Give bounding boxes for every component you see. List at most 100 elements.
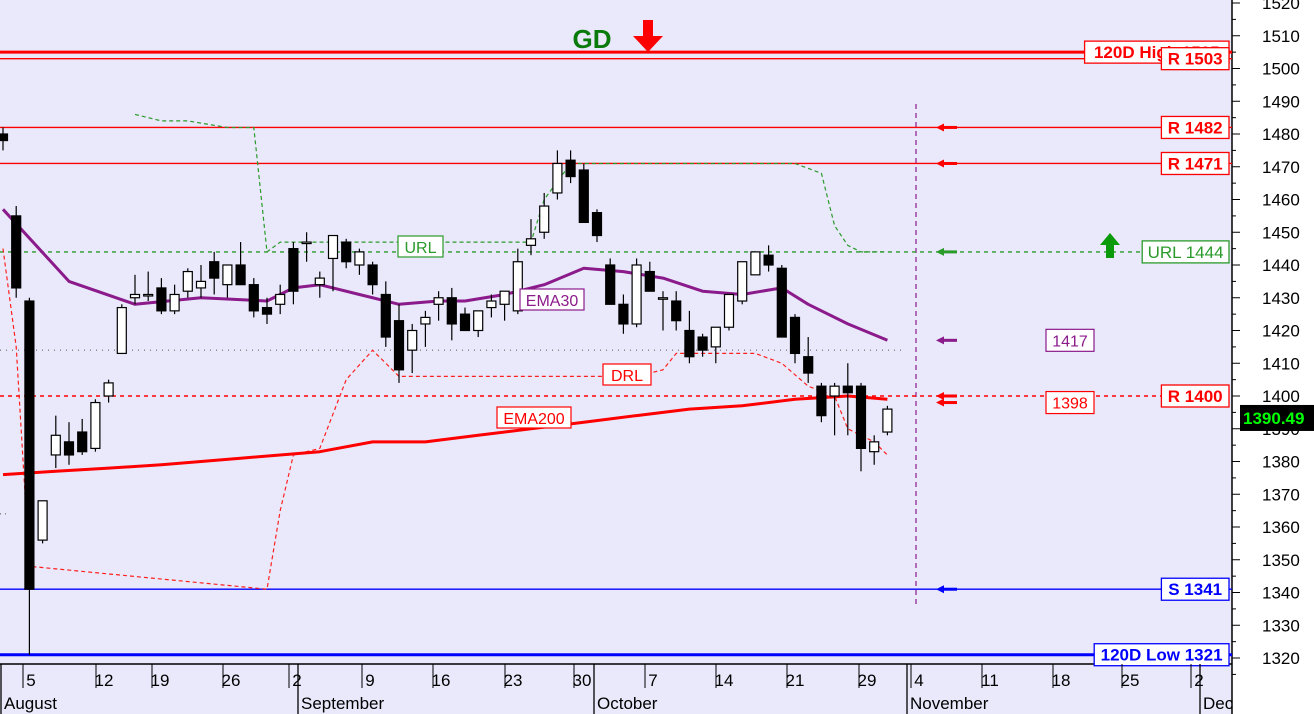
candle-body-up — [327, 234, 339, 260]
series-label: EMA30 — [526, 293, 579, 310]
month-label: Dec — [1203, 694, 1234, 713]
candle — [24, 297, 35, 655]
level-label: S 1341 — [1168, 580, 1222, 599]
candle — [0, 127, 9, 151]
candle-body-up — [407, 329, 418, 351]
y-tick-label: 1350 — [1262, 551, 1300, 570]
left-arrow-icon — [936, 123, 944, 132]
level-label-box — [1160, 577, 1230, 601]
candle-body-down — [855, 385, 867, 449]
candle-body-down — [697, 336, 708, 351]
candle-body-down — [565, 159, 576, 178]
candle-body-up — [631, 264, 642, 325]
candle — [499, 290, 510, 321]
left-arrow-icon — [943, 401, 957, 405]
candle-body-up — [354, 251, 365, 266]
candle — [565, 150, 576, 184]
candle — [275, 284, 286, 315]
y-tick-label: 1420 — [1262, 322, 1300, 341]
candle-body-up — [420, 316, 431, 325]
candle — [591, 209, 603, 243]
candle-body-up — [143, 293, 154, 297]
level-label-box — [1093, 643, 1230, 667]
candle-body-up — [882, 408, 893, 433]
left-arrow-icon — [936, 398, 944, 407]
candle — [327, 234, 339, 292]
level-label-box — [1141, 240, 1230, 264]
candle-body-down — [446, 297, 457, 325]
candle-body-up — [103, 382, 114, 397]
candle — [314, 271, 325, 298]
candle-body-up — [486, 300, 497, 309]
projection-label-box — [1045, 328, 1095, 352]
date-tick-label: 25 — [1121, 671, 1140, 690]
left-arrow-icon — [943, 338, 957, 342]
current-price-label: 1390.49 — [1243, 409, 1304, 428]
candle-body-down — [789, 316, 801, 355]
candle-body-up — [129, 293, 141, 299]
candle-body-up — [50, 434, 61, 456]
candle-body-down — [578, 169, 589, 224]
current-price-box — [1240, 404, 1314, 431]
candle-body-up — [657, 297, 669, 300]
candle — [803, 337, 814, 383]
candle — [380, 281, 391, 347]
candle — [433, 291, 444, 321]
candle — [697, 333, 708, 357]
candle-body-down — [763, 254, 774, 266]
date-tick-label: 18 — [1052, 671, 1071, 690]
candle — [288, 242, 299, 305]
level-label: R 1482 — [1168, 118, 1223, 137]
y-tick-label: 1480 — [1262, 125, 1300, 144]
y-tick-label: 1360 — [1262, 518, 1300, 537]
candle-body-up — [723, 293, 735, 328]
candle — [90, 399, 101, 452]
candle-body-up — [275, 293, 286, 305]
candle-body-down — [380, 293, 391, 338]
candle — [486, 294, 497, 318]
candle — [473, 310, 484, 338]
y-tick-label: 1510 — [1262, 27, 1300, 46]
candle — [459, 307, 471, 332]
candle — [354, 248, 365, 275]
left-arrow-icon — [936, 392, 944, 400]
candle — [578, 163, 589, 224]
candle-body-down — [671, 300, 682, 322]
candle — [182, 268, 193, 298]
candle — [618, 294, 629, 334]
level-label-box — [1160, 151, 1230, 176]
candle — [631, 258, 642, 328]
candle — [671, 291, 682, 331]
candle — [407, 323, 418, 374]
candle — [393, 304, 405, 383]
candle — [209, 251, 220, 295]
candle-body-down — [341, 241, 352, 263]
date-tick-label: 5 — [26, 671, 35, 690]
candle-body-up — [499, 290, 510, 305]
left-arrow-icon — [936, 159, 944, 168]
candle-body-down — [24, 300, 35, 590]
date-tick-label: 26 — [222, 671, 241, 690]
candle-body-up — [195, 280, 207, 289]
level-label: R 1400 — [1168, 387, 1223, 406]
candle — [446, 287, 457, 341]
candle-body-down — [156, 287, 167, 312]
candle-body-down — [393, 320, 405, 371]
projection-label: 1398 — [1052, 396, 1088, 413]
plot-background — [0, 0, 1232, 664]
candle-body-up — [301, 241, 312, 245]
y-tick-label: 1470 — [1262, 158, 1300, 177]
candle — [789, 314, 801, 364]
candle — [143, 271, 154, 302]
candle-body-up — [37, 500, 48, 541]
date-tick-label: 21 — [786, 671, 805, 690]
candle — [301, 232, 312, 262]
candle-body-down — [261, 306, 273, 315]
candle-body-down — [618, 303, 629, 325]
candle-body-up — [829, 385, 840, 397]
candle — [525, 219, 537, 256]
y-tick-label: 1410 — [1262, 354, 1300, 373]
series-label: DRL — [611, 368, 643, 385]
candle-body-down — [605, 264, 616, 305]
left-arrow-icon — [936, 247, 944, 256]
